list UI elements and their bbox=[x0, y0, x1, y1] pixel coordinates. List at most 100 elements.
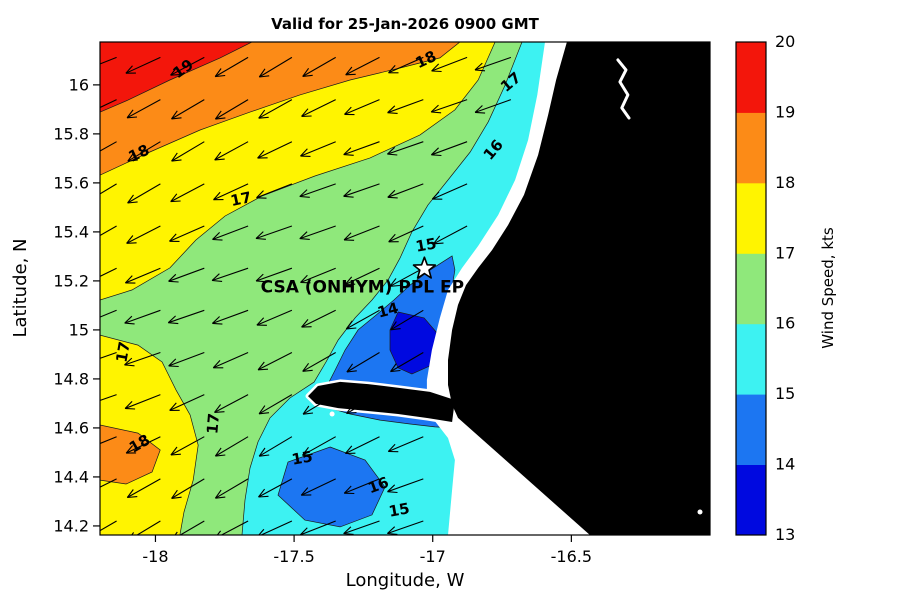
wind-arrow bbox=[343, 141, 380, 156]
wind-arrow bbox=[390, 309, 424, 331]
wind-arrow bbox=[346, 352, 380, 373]
contour-label: 14 bbox=[375, 299, 400, 322]
wind-arrow bbox=[388, 225, 424, 243]
colorbar-tick-label: 20 bbox=[775, 32, 795, 51]
wind-arrow bbox=[212, 225, 249, 241]
wind-arrow bbox=[258, 436, 293, 457]
wind-arrow bbox=[387, 520, 424, 535]
colorbar-band bbox=[736, 253, 766, 325]
river bbox=[616, 58, 631, 120]
wind-arrow bbox=[302, 436, 336, 456]
wind-arrow bbox=[474, 56, 512, 72]
y-tick-label: 14.8 bbox=[53, 369, 89, 388]
contour-label: 17 bbox=[203, 412, 223, 434]
y-tick-label: 15.2 bbox=[53, 271, 89, 290]
wind-arrow bbox=[344, 99, 380, 116]
wind-arrow bbox=[299, 183, 336, 198]
wind-arrow bbox=[100, 99, 117, 109]
wind-arrow bbox=[258, 520, 293, 535]
wind-arrow bbox=[214, 394, 249, 413]
wind-arrow bbox=[100, 351, 117, 359]
station-marker-layer: CSA (ONHYM) PPL EP bbox=[261, 256, 464, 298]
contour-label: 15 bbox=[387, 499, 411, 520]
plot-frame bbox=[99, 41, 711, 536]
wind-arrow bbox=[387, 99, 424, 114]
wind-arrow bbox=[214, 99, 249, 120]
wind-arrow bbox=[345, 309, 380, 330]
y-tick-label: 15.4 bbox=[53, 222, 89, 241]
wind-arrow bbox=[127, 141, 161, 162]
wind-arrow bbox=[300, 478, 336, 496]
y-axis-label: Latitude, N bbox=[10, 239, 31, 338]
wind-arrow bbox=[167, 309, 205, 325]
wind-arrow bbox=[389, 394, 424, 413]
y-tick-label: 15.8 bbox=[53, 124, 89, 143]
wind-arrow bbox=[257, 352, 293, 371]
contour-region-14-15 bbox=[277, 446, 386, 528]
colorbar-band bbox=[736, 182, 766, 254]
wind-arrow bbox=[127, 183, 161, 204]
contour-label: 15 bbox=[414, 234, 438, 255]
wind-arrow bbox=[124, 351, 161, 367]
wind-arrow bbox=[124, 394, 161, 410]
wind-arrow bbox=[346, 394, 380, 415]
wind-arrow bbox=[126, 99, 161, 119]
cap-vert-peninsula bbox=[305, 379, 458, 425]
wind-arrow bbox=[214, 56, 249, 78]
wind-arrow bbox=[125, 436, 161, 454]
contour-region-18-19 bbox=[100, 42, 461, 176]
wind-arrow bbox=[100, 267, 117, 278]
wind-arrow bbox=[100, 436, 117, 445]
wind-arrow bbox=[131, 520, 161, 535]
wind-arrow bbox=[388, 56, 424, 74]
wind-arrow bbox=[100, 56, 117, 65]
wind-arrow bbox=[213, 183, 249, 201]
wind-arrow bbox=[171, 141, 205, 162]
wind-arrow bbox=[433, 225, 468, 245]
wind-arrow bbox=[387, 141, 424, 156]
colorbar-tick-label: 14 bbox=[775, 455, 795, 474]
y-tick-label: 14.2 bbox=[53, 516, 89, 535]
y-tick-label: 15 bbox=[69, 320, 89, 339]
wind-arrow bbox=[390, 352, 424, 373]
colorbar-tick-label: 18 bbox=[775, 173, 795, 192]
wind-arrow bbox=[302, 56, 336, 77]
wind-arrow bbox=[100, 309, 117, 318]
wind-arrow bbox=[300, 141, 336, 157]
colorbar-tick-label: 13 bbox=[775, 525, 795, 544]
wind-arrow bbox=[125, 267, 161, 284]
station-label: CSA (ONHYM) PPL EP bbox=[261, 278, 464, 298]
contour-label: 17 bbox=[229, 188, 253, 210]
wind-arrow bbox=[299, 225, 336, 240]
colorbar-tick-label: 17 bbox=[775, 243, 795, 262]
y-tick-label: 16 bbox=[69, 75, 89, 94]
contour-region-13-14 bbox=[389, 311, 439, 375]
wind-arrow bbox=[258, 394, 293, 415]
wind-arrow bbox=[212, 351, 249, 369]
x-tick-label: -17.5 bbox=[273, 547, 314, 566]
wind-arrow bbox=[300, 267, 336, 284]
wind-arrow bbox=[343, 183, 380, 198]
wind-arrow bbox=[174, 520, 205, 535]
wind-arrow bbox=[214, 141, 249, 161]
wind-arrow bbox=[301, 309, 336, 328]
wind-arrow bbox=[431, 141, 468, 157]
wind-arrow bbox=[343, 225, 380, 241]
wind-arrow bbox=[214, 478, 249, 499]
colorbar-tick-label: 16 bbox=[775, 314, 795, 333]
wind-arrow bbox=[171, 478, 205, 499]
y-tick-label: 14.6 bbox=[53, 418, 89, 437]
wind-arrow bbox=[255, 267, 293, 283]
wind-arrow bbox=[431, 56, 468, 73]
wind-arrow bbox=[255, 225, 293, 240]
wind-arrow bbox=[169, 225, 205, 242]
wind-arrow bbox=[211, 267, 249, 282]
wind-arrow bbox=[126, 225, 161, 244]
wind-arrow bbox=[387, 183, 424, 199]
wind-arrow bbox=[389, 267, 424, 287]
wind-arrow bbox=[168, 351, 205, 368]
chart-title: Valid for 25-Jan-2026 0900 GMT bbox=[271, 15, 539, 33]
colorbar-band bbox=[736, 42, 766, 113]
wind-arrow bbox=[345, 56, 380, 76]
wind-arrow bbox=[256, 183, 293, 199]
